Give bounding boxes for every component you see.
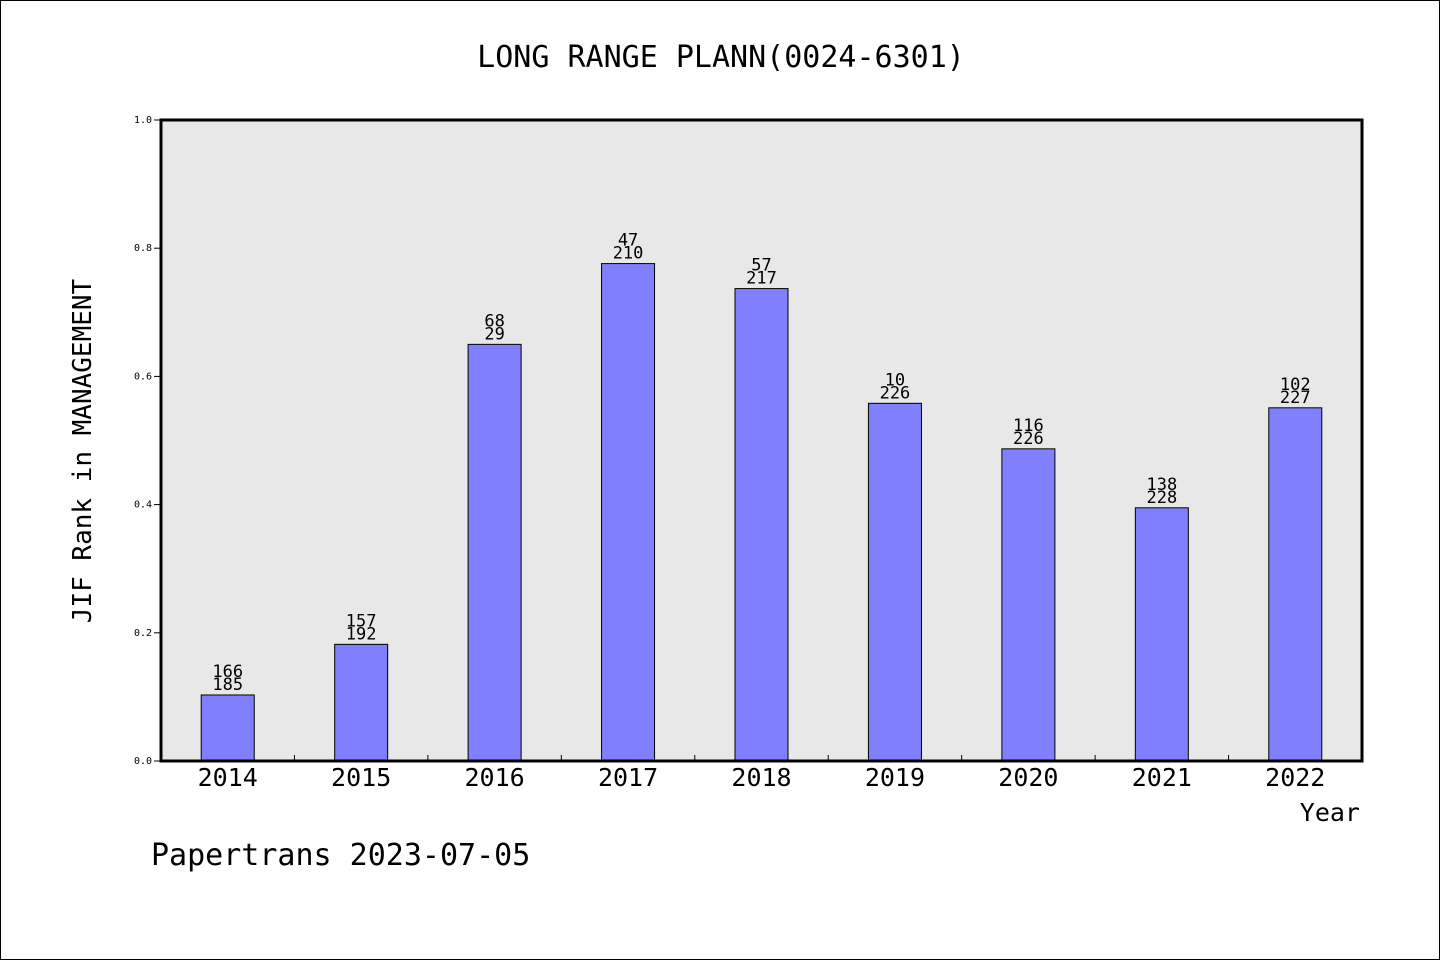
- bar-label-bottom: 192: [346, 624, 377, 644]
- bar-2016: [467, 343, 522, 762]
- x-tick-label: 2015: [331, 763, 391, 792]
- x-tick-label: 2020: [998, 763, 1058, 792]
- bar-2017: [601, 263, 656, 762]
- footer-credit: Papertrans 2023-07-05: [151, 838, 530, 873]
- y-tick-label: 1.0: [134, 115, 152, 126]
- bar-2022: [1268, 407, 1323, 762]
- bar-label-bottom: 29: [484, 324, 504, 344]
- bar-label-top: 157: [346, 611, 377, 631]
- bar-label-bottom: 227: [1280, 388, 1311, 408]
- bar-label-top: 166: [212, 662, 243, 682]
- x-tick-label: 2014: [198, 763, 258, 792]
- bar-2020: [1001, 448, 1056, 762]
- chart-title: LONG RANGE PLANN(0024-6301): [477, 40, 965, 75]
- x-tick-label: 2022: [1265, 763, 1325, 792]
- x-tick-label: 2021: [1132, 763, 1192, 792]
- y-tick-label: 0.4: [134, 500, 152, 511]
- x-tick-label: 2017: [598, 763, 658, 792]
- bar-label-top: 116: [1013, 416, 1044, 436]
- x-axis-title: Year: [1300, 798, 1360, 827]
- bar-label-bottom: 228: [1146, 488, 1177, 508]
- bar-label-top: 68: [484, 311, 504, 331]
- bar-label-bottom: 226: [1013, 429, 1044, 449]
- x-tick-label: 2019: [865, 763, 925, 792]
- bar-label-bottom: 210: [613, 244, 644, 264]
- bar-2015: [334, 643, 389, 762]
- bar-label-top: 47: [618, 231, 638, 251]
- bar-2018: [734, 288, 789, 762]
- x-tick-label: 2018: [731, 763, 791, 792]
- y-tick-label: 0.6: [134, 371, 152, 382]
- bar-2014: [200, 694, 255, 762]
- x-tick-label: 2016: [465, 763, 525, 792]
- bar-label-top: 10: [885, 370, 905, 390]
- bar-label-bottom: 217: [746, 269, 777, 289]
- y-tick-label: 0.8: [134, 243, 152, 254]
- bars-layer: 1661851571926829472105721710226116226138…: [200, 231, 1323, 762]
- bar-label-top: 57: [751, 256, 771, 276]
- plot-border: [159, 118, 1364, 763]
- y-axis-title: JIF Rank in MANAGEMENT: [68, 278, 98, 623]
- bar-label-top: 138: [1146, 475, 1177, 495]
- y-axis: 0.0 0.2 0.4 0.6 0.8 1.0: [134, 115, 161, 767]
- bar-label-bottom: 185: [212, 675, 243, 695]
- y-tick-label: 0.2: [134, 628, 152, 639]
- x-axis: 2014 2015 2016 2017 2018 2019 2020 2021 2022: [198, 755, 1325, 792]
- bar-2021: [1134, 507, 1189, 762]
- y-tick-label: 0.0: [134, 756, 152, 767]
- bar-label-top: 102: [1280, 375, 1311, 395]
- bar-2019: [867, 402, 922, 762]
- bar-label-bottom: 226: [880, 383, 911, 403]
